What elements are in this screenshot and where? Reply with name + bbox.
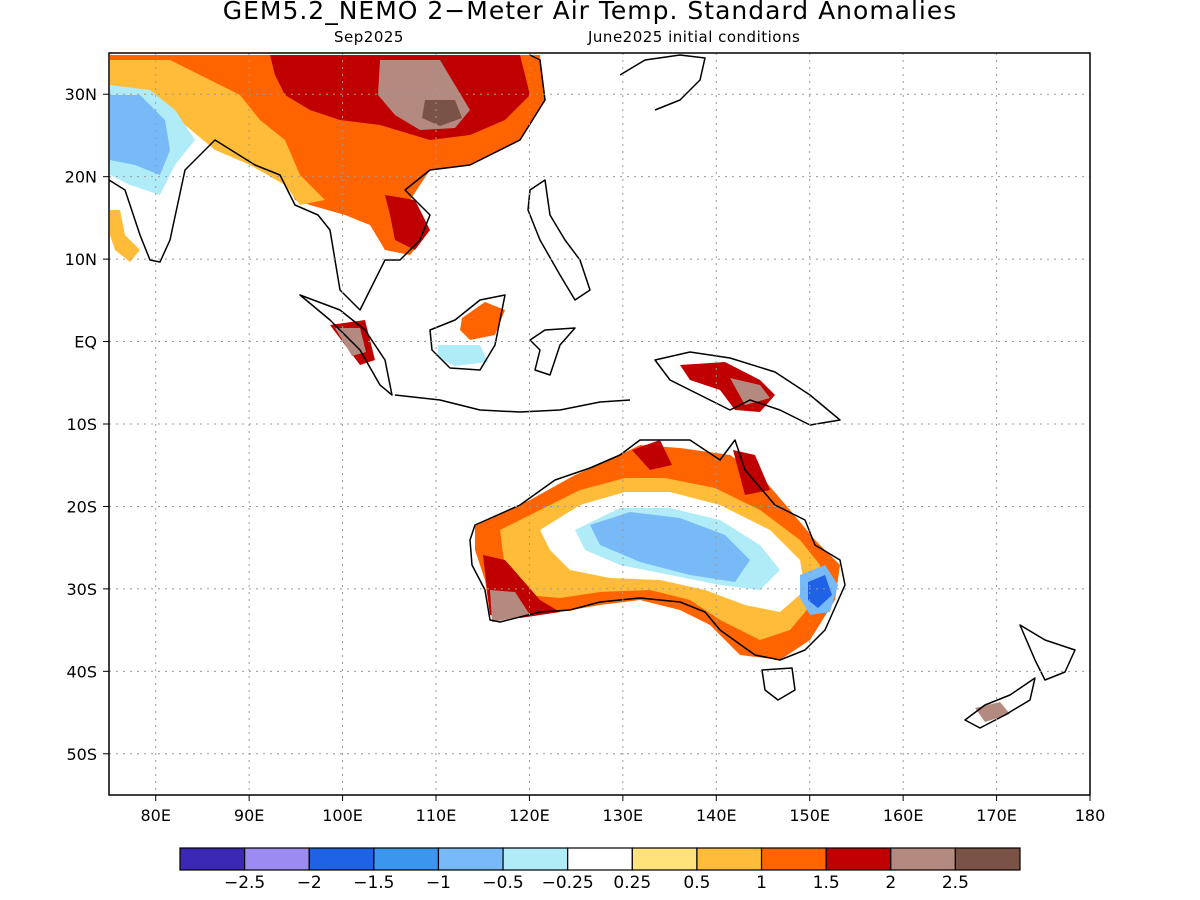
colorbar-label: −0.25 (542, 873, 594, 893)
colorbar-label: −1 (426, 873, 451, 893)
borneo-cool (438, 345, 488, 366)
coastlines (109, 54, 1076, 729)
colorbar-swatch (373, 847, 440, 871)
asia-peak-anomaly (422, 100, 462, 126)
asia-coastline (109, 54, 546, 311)
colorbar-swatch (954, 847, 1021, 871)
tasmania-coastline (761, 667, 796, 701)
lon-tick-label: 120E (509, 806, 550, 825)
map-title: GEM5.2_NEMO 2−Meter Air Temp. Standard A… (222, 0, 958, 25)
colorbar-label: −2.5 (224, 873, 265, 893)
indochina-hot-anomaly (385, 195, 430, 250)
lon-tick-label: 110E (416, 806, 457, 825)
colorbar-legend: −2.5 −2 −1.5 −1 −0.5 −0.25 0.25 0.5 1 1.5 2 2.5 (179, 847, 1021, 893)
colorbar-swatch (244, 847, 310, 871)
australia-southwest-brown (490, 590, 530, 622)
lon-tick-label: 80E (140, 806, 170, 825)
sulawesi-coastline (529, 327, 576, 376)
colorbar-swatch (308, 847, 375, 871)
borneo-warm (460, 302, 505, 340)
colorbar-label: −1.5 (353, 873, 394, 893)
nz-warm (975, 702, 1010, 722)
lon-tick-label: 150E (789, 806, 830, 825)
lat-tick-label: 50S (66, 745, 97, 764)
lat-tick-label: 20S (66, 497, 97, 516)
lon-tick-label: 180 (1075, 806, 1106, 825)
asia-amber-anomaly (110, 60, 325, 205)
australia-east-core (808, 575, 832, 608)
colorbar-swatch (179, 847, 246, 871)
colorbar-swatch (760, 847, 827, 871)
new-zealand-coastline (964, 624, 1076, 729)
map-axis-ticks: 30N 20N 10N EQ 10S 20S 30S 40S 50S 80E 90E 100E 110E… (65, 85, 1106, 825)
philippines-coastline (527, 179, 591, 301)
map-frame (108, 52, 1091, 796)
colorbar-swatch (696, 847, 763, 871)
colorbar-swatch (890, 847, 956, 871)
lead-month: Sep2025 (334, 28, 404, 46)
india-south-warm (110, 210, 140, 262)
colorbar-swatch (502, 847, 569, 871)
colorbar-label: −2 (297, 873, 322, 893)
colorbar-swatch (567, 847, 633, 871)
colorbar-swatch (825, 847, 892, 871)
lat-tick-label: 40S (66, 662, 97, 681)
lat-tick-label: EQ (74, 333, 97, 352)
new-guinea-brown (730, 378, 770, 405)
lon-tick-label: 100E (322, 806, 363, 825)
colorbar-label: 0.25 (613, 873, 651, 893)
colorbar-label: −0.5 (482, 873, 523, 893)
colorbar-label: 1 (756, 873, 767, 893)
colorbar-label: 2 (885, 873, 896, 893)
lon-tick-label: 130E (603, 806, 644, 825)
australia-north-hot (632, 440, 672, 470)
colorbar-label: 1.5 (813, 873, 840, 893)
japan-coastline (619, 54, 706, 111)
initial-conditions: June2025 initial conditions (588, 28, 801, 46)
australia-cooler (590, 512, 750, 582)
lat-tick-label: 30S (66, 580, 97, 599)
lon-tick-label: 140E (696, 806, 737, 825)
lat-tick-label: 30N (65, 85, 97, 104)
india-cooler-anomaly (110, 95, 170, 175)
anomaly-field-layer (110, 55, 1010, 722)
borneo-coastline (429, 294, 506, 371)
lat-tick-label: 10N (65, 250, 97, 269)
lat-tick-label: 10S (66, 415, 97, 434)
lon-tick-label: 170E (976, 806, 1017, 825)
colorbar-swatch (631, 847, 698, 871)
lat-tick-label: 20N (65, 168, 97, 187)
sumatra-coastline (299, 294, 393, 396)
lon-tick-label: 160E (883, 806, 924, 825)
map-grid (109, 53, 1090, 795)
colorbar-swatch (437, 847, 504, 871)
java-coastline (394, 394, 631, 413)
colorbar-label: 2.5 (942, 873, 969, 893)
lon-tick-label: 90E (234, 806, 264, 825)
colorbar-label: 0.5 (683, 873, 710, 893)
